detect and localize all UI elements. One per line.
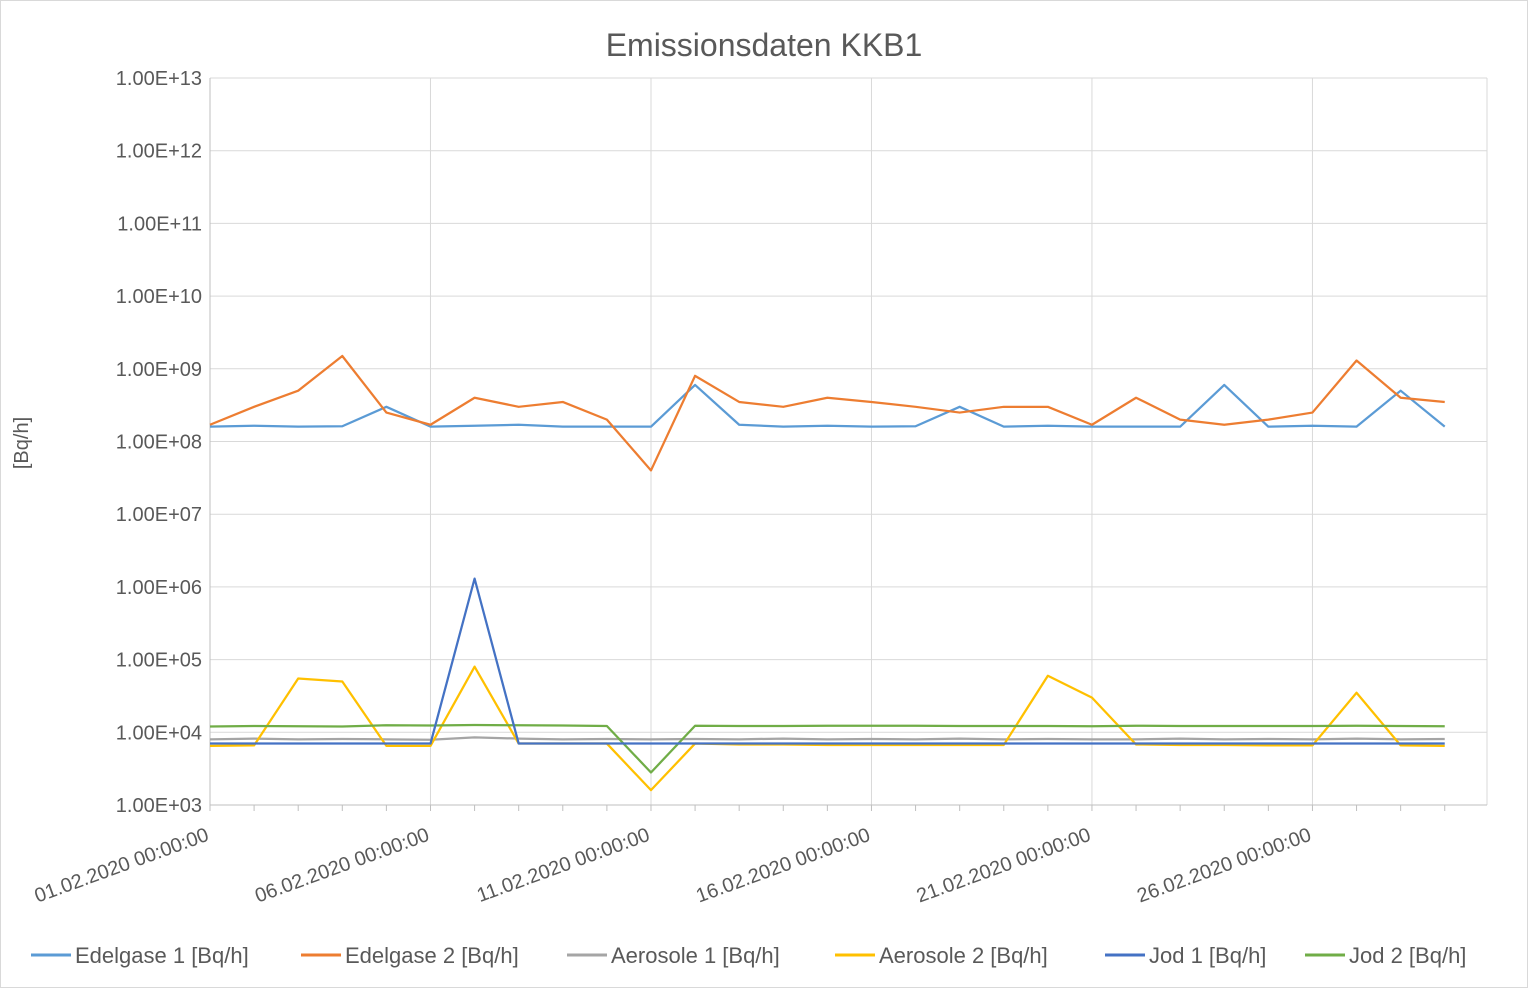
chart-title: Emissionsdaten KKB1 — [606, 27, 923, 63]
legend-label: Aerosole 2 [Bq/h] — [879, 943, 1048, 968]
x-tick-label: 06.02.2020 00:00:00 — [252, 824, 432, 907]
x-tick-label: 26.02.2020 00:00:00 — [1134, 824, 1314, 907]
legend-label: Edelgase 2 [Bq/h] — [345, 943, 519, 968]
y-tick-label: 1.00E+13 — [116, 68, 202, 90]
legend-label: Jod 2 [Bq/h] — [1349, 943, 1466, 968]
series-line — [209, 354, 1445, 472]
legend-label: Jod 1 [Bq/h] — [1149, 943, 1266, 968]
x-tick-label: 01.02.2020 00:00:00 — [32, 824, 212, 907]
y-tick-labels: 1.00E+03 1.00E+04 1.00E+05 1.00E+06 1.00E+07… — [116, 68, 202, 817]
y-tick-label: 1.00E+09 — [116, 359, 202, 381]
x-tick-labels: 01.02.2020 00:00:00 06.02.2020 00:00:00 11… — [32, 824, 1314, 907]
x-tick-label: 11.02.2020 00:00:00 — [474, 824, 653, 907]
y-tick-label: 1.00E+06 — [116, 577, 202, 599]
series-line — [210, 577, 1445, 745]
legend: Edelgase 1 [Bq/h] Edelgase 2 [Bq/h] Aeroso… — [31, 943, 1466, 968]
y-tick-label: 1.00E+05 — [116, 650, 202, 672]
y-tick-label: 1.00E+03 — [116, 795, 202, 817]
y-axis-label: [Bq/h] — [11, 417, 33, 469]
series-line — [209, 665, 1445, 792]
axes — [209, 78, 1487, 811]
y-tick-label: 1.00E+07 — [116, 504, 202, 526]
legend-label: Edelgase 1 [Bq/h] — [75, 943, 249, 968]
series-line — [209, 736, 1445, 741]
y-tick-label: 1.00E+04 — [116, 722, 202, 744]
x-tick-label: 16.02.2020 00:00:00 — [693, 824, 873, 907]
series-lines — [209, 354, 1446, 792]
y-tick-label: 1.00E+12 — [116, 141, 202, 163]
y-tick-label: 1.00E+10 — [116, 286, 202, 308]
series-line — [209, 723, 1445, 774]
grid-lines — [209, 77, 1488, 806]
x-tick-label: 21.02.2020 00:00:00 — [914, 824, 1094, 907]
legend-label: Aerosole 1 [Bq/h] — [611, 943, 780, 968]
y-tick-label: 1.00E+08 — [116, 432, 202, 454]
y-tick-label: 1.00E+11 — [117, 213, 202, 235]
